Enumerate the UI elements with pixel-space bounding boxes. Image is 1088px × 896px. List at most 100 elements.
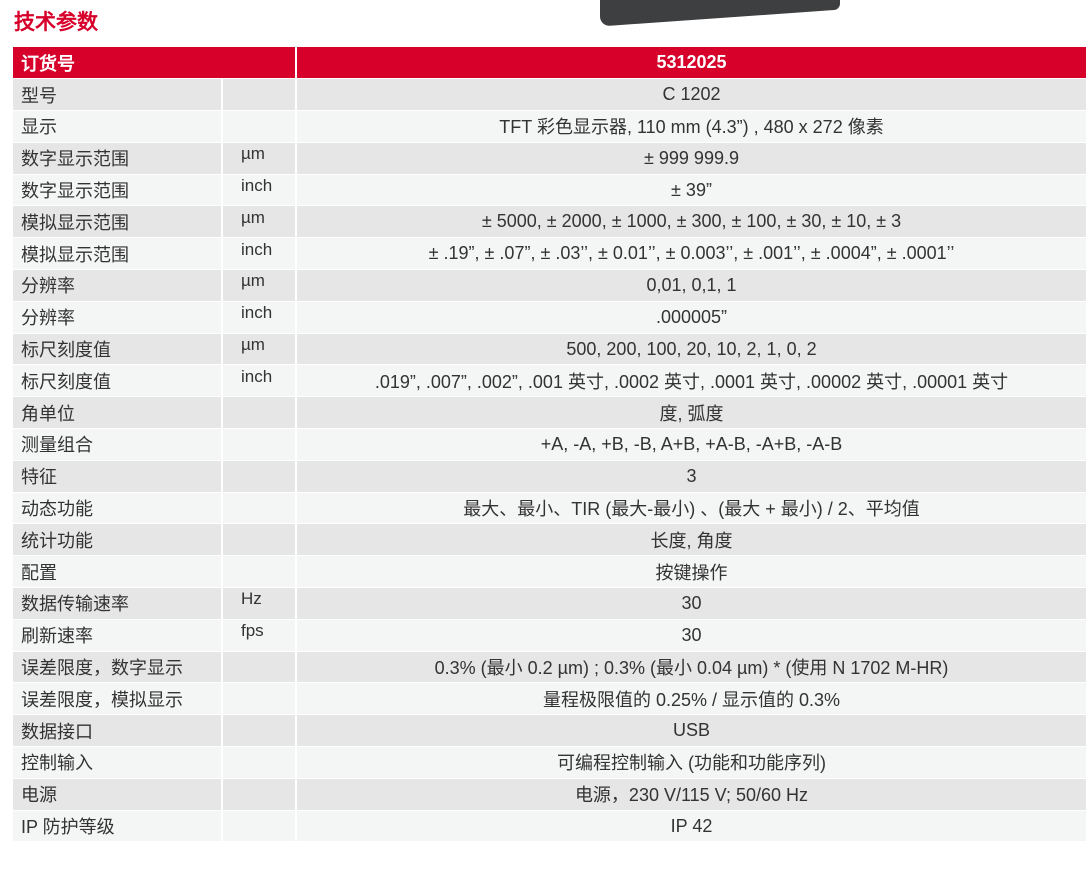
spec-unit (222, 555, 297, 589)
spec-unit (222, 460, 297, 493)
spec-unit (222, 746, 297, 779)
spec-value: IP 42 (296, 810, 1088, 843)
table-row: 角单位 度, 弧度 (13, 396, 1088, 430)
table-row: 电源 电源，230 V/115 V; 50/60 Hz (13, 778, 1088, 811)
spec-unit (222, 523, 297, 557)
spec-value: ± 5000, ± 2000, ± 1000, ± 300, ± 100, ± … (296, 205, 1088, 239)
table-header-row: 订货号 5312025 (13, 47, 1088, 80)
table-row: 模拟显示范围 inch ± .19”, ± .07”, ± .03’’, ± 0.0… (13, 237, 1088, 271)
spec-label: 配置 (13, 555, 223, 589)
table-row: 显示 TFT 彩色显示器, 110 mm (4.3”) , 480 x 272 像… (13, 110, 1088, 143)
spec-value: 电源，230 V/115 V; 50/60 Hz (296, 778, 1088, 811)
table-row: 特征 3 (13, 460, 1088, 493)
spec-unit: inch (222, 174, 297, 207)
spec-label: 误差限度，模拟显示 (13, 682, 223, 716)
spec-label: 测量组合 (13, 428, 223, 461)
table-row: 刷新速率 fps 30 (13, 619, 1088, 652)
spec-value: 3 (296, 460, 1088, 493)
spec-label: 统计功能 (13, 523, 223, 557)
table-row: 数据接口 USB (13, 714, 1088, 748)
spec-label: 特征 (13, 460, 223, 493)
table-row: 数据传输速率 Hz 30 (13, 587, 1088, 620)
spec-unit (222, 78, 297, 112)
table-row: 数字显示范围 µm ± 999 999.9 (13, 142, 1088, 175)
spec-unit (222, 682, 297, 716)
spec-unit (222, 778, 297, 811)
order-number-label: 订货号 (13, 47, 297, 80)
spec-value: .000005” (296, 301, 1088, 334)
spec-label: 分辨率 (13, 269, 223, 302)
spec-label: 型号 (13, 78, 223, 112)
spec-value: 0,01, 0,1, 1 (296, 269, 1088, 302)
spec-label: 刷新速率 (13, 619, 223, 652)
spec-unit: inch (222, 301, 297, 334)
table-row: 动态功能 最大、最小、TIR (最大-最小) 、(最大 + 最小) / 2、平均值 (13, 492, 1088, 525)
table-row: 数字显示范围 inch ± 39” (13, 174, 1088, 207)
spec-unit (222, 714, 297, 748)
table-row: 误差限度，模拟显示 量程极限值的 0.25% / 显示值的 0.3% (13, 682, 1088, 716)
spec-label: 标尺刻度值 (13, 333, 223, 366)
table-row: 标尺刻度值 inch .019”, .007”, .002”, .001 英寸, .… (13, 364, 1088, 398)
spec-unit (222, 492, 297, 525)
spec-unit: Hz (222, 587, 297, 620)
spec-label: 数字显示范围 (13, 174, 223, 207)
spec-value: ± .19”, ± .07”, ± .03’’, ± 0.01’’, ± 0.0… (296, 237, 1088, 271)
spec-unit (222, 428, 297, 461)
spec-label: 数据接口 (13, 714, 223, 748)
spec-label: 角单位 (13, 396, 223, 430)
spec-value: USB (296, 714, 1088, 748)
table-row: 测量组合 +A, -A, +B, -B, A+B, +A-B, -A+B, -A-… (13, 428, 1088, 461)
table-row: 分辨率 µm 0,01, 0,1, 1 (13, 269, 1088, 302)
spec-label: 分辨率 (13, 301, 223, 334)
spec-value: +A, -A, +B, -B, A+B, +A-B, -A+B, -A-B (296, 428, 1088, 461)
spec-label: IP 防护等级 (13, 810, 223, 843)
spec-value: 最大、最小、TIR (最大-最小) 、(最大 + 最小) / 2、平均值 (296, 492, 1088, 525)
table-row: 控制输入 可编程控制输入 (功能和功能序列) (13, 746, 1088, 779)
order-number-value: 5312025 (296, 47, 1088, 80)
spec-value: ± 39” (296, 174, 1088, 207)
spec-label: 动态功能 (13, 492, 223, 525)
spec-unit: inch (222, 237, 297, 271)
table-row: 统计功能 长度, 角度 (13, 523, 1088, 557)
product-image (600, 0, 840, 27)
spec-label: 模拟显示范围 (13, 237, 223, 271)
spec-unit (222, 396, 297, 430)
spec-value: 量程极限值的 0.25% / 显示值的 0.3% (296, 682, 1088, 716)
spec-label: 数字显示范围 (13, 142, 223, 175)
spec-value: TFT 彩色显示器, 110 mm (4.3”) , 480 x 272 像素 (296, 110, 1088, 143)
spec-label: 模拟显示范围 (13, 205, 223, 239)
spec-value: 按键操作 (296, 555, 1088, 589)
spec-label: 电源 (13, 778, 223, 811)
table-row: IP 防护等级 IP 42 (13, 810, 1088, 843)
spec-unit (222, 651, 297, 684)
spec-value: C 1202 (296, 78, 1088, 112)
spec-label: 显示 (13, 110, 223, 143)
spec-unit: fps (222, 619, 297, 652)
table-row: 标尺刻度值 µm 500, 200, 100, 20, 10, 2, 1, 0, 2 (13, 333, 1088, 366)
spec-unit: µm (222, 333, 297, 366)
spec-label: 控制输入 (13, 746, 223, 779)
spec-unit: inch (222, 364, 297, 398)
spec-label: 标尺刻度值 (13, 364, 223, 398)
spec-unit: µm (222, 205, 297, 239)
spec-value: 度, 弧度 (296, 396, 1088, 430)
table-row: 模拟显示范围 µm ± 5000, ± 2000, ± 1000, ± 300, ±… (13, 205, 1088, 239)
spec-value: ± 999 999.9 (296, 142, 1088, 175)
spec-value: 长度, 角度 (296, 523, 1088, 557)
spec-table: 订货号 5312025 型号 C 1202 显示 TFT 彩色显示器, 110 mm … (13, 47, 1088, 843)
spec-unit (222, 810, 297, 843)
spec-value: 30 (296, 587, 1088, 620)
table-row: 配置 按键操作 (13, 555, 1088, 589)
spec-value: 30 (296, 619, 1088, 652)
spec-value: 0.3% (最小 0.2 µm) ; 0.3% (最小 0.04 µm) * (… (296, 651, 1088, 684)
spec-unit: µm (222, 269, 297, 302)
spec-value: 500, 200, 100, 20, 10, 2, 1, 0, 2 (296, 333, 1088, 366)
spec-unit (222, 110, 297, 143)
table-row: 误差限度，数字显示 0.3% (最小 0.2 µm) ; 0.3% (最小 0.0… (13, 651, 1088, 684)
spec-label: 误差限度，数字显示 (13, 651, 223, 684)
table-row: 分辨率 inch .000005” (13, 301, 1088, 334)
table-row: 型号 C 1202 (13, 78, 1088, 112)
spec-label: 数据传输速率 (13, 587, 223, 620)
spec-unit: µm (222, 142, 297, 175)
spec-value: .019”, .007”, .002”, .001 英寸, .0002 英寸, … (296, 364, 1088, 398)
